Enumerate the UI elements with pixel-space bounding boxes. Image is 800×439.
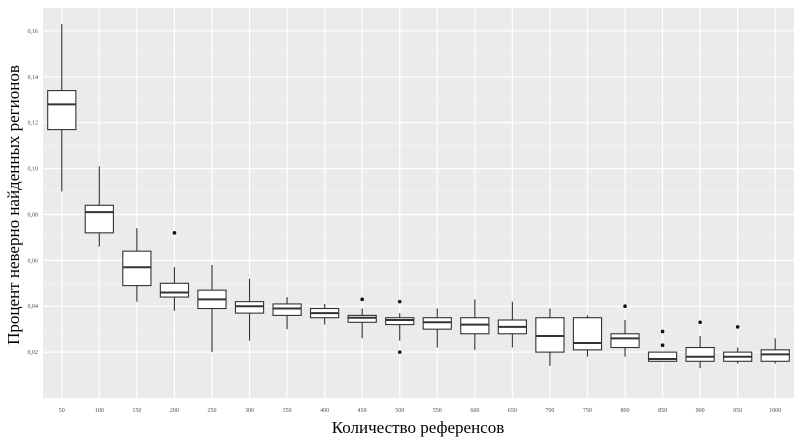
x-tick-label: 600 bbox=[470, 408, 479, 414]
box-group bbox=[723, 325, 753, 364]
box-group bbox=[234, 278, 265, 341]
y-tick-label: 0,04 bbox=[28, 304, 39, 310]
y-tick-label: 0,02 bbox=[28, 350, 39, 356]
box-iqr bbox=[385, 317, 415, 326]
box-iqr bbox=[535, 317, 565, 353]
outlier-point bbox=[735, 325, 740, 329]
y-tick-label: 0,10 bbox=[28, 167, 39, 173]
x-tick-label: 500 bbox=[395, 408, 404, 414]
box-group bbox=[84, 166, 114, 247]
box-iqr bbox=[422, 317, 452, 330]
x-tick-label: 450 bbox=[358, 408, 367, 414]
y-tick-label: 0,14 bbox=[28, 75, 39, 81]
box-group bbox=[535, 308, 565, 366]
x-tick-label: 1000 bbox=[769, 408, 781, 414]
box-iqr bbox=[685, 346, 715, 362]
x-tick-label: 750 bbox=[583, 408, 592, 414]
x-tick-label: 850 bbox=[658, 408, 667, 414]
box-iqr bbox=[572, 317, 603, 351]
x-tick-label: 800 bbox=[621, 408, 630, 414]
box-group bbox=[347, 297, 377, 339]
box-group bbox=[610, 304, 640, 357]
outlier-point bbox=[660, 343, 665, 348]
x-tick-label: 350 bbox=[283, 408, 292, 414]
x-tick-label: 300 bbox=[245, 408, 254, 414]
box-group bbox=[159, 231, 190, 311]
outlier-point bbox=[698, 320, 702, 325]
grid bbox=[43, 8, 794, 398]
outlier-point bbox=[397, 350, 402, 354]
box-iqr bbox=[647, 351, 678, 362]
box-iqr bbox=[84, 204, 114, 234]
outlier-point bbox=[360, 297, 364, 302]
box-marks bbox=[47, 24, 790, 369]
x-tick-label: 150 bbox=[132, 408, 141, 414]
y-axis-title: Процент неверно найденных регионов bbox=[4, 65, 23, 345]
box-group bbox=[309, 303, 340, 325]
box-group bbox=[47, 24, 77, 192]
y-tick-label: 0,06 bbox=[28, 258, 39, 264]
box-group bbox=[685, 320, 715, 369]
outlier-point bbox=[660, 329, 665, 334]
plot-panel bbox=[43, 8, 794, 398]
x-tick-label: 650 bbox=[508, 408, 517, 414]
box-iqr bbox=[272, 303, 302, 316]
outlier-point bbox=[397, 299, 402, 304]
box-group bbox=[760, 338, 790, 364]
x-tick-label: 400 bbox=[320, 408, 329, 414]
box-iqr bbox=[347, 314, 377, 323]
y-tick-label: 0,12 bbox=[28, 121, 39, 127]
y-tick-labels: 0,02 0,04 0,06 0,08 0,10 0,12 0,14 0,16 bbox=[28, 29, 39, 356]
x-tick-label: 100 bbox=[95, 408, 104, 414]
x-tick-label: 250 bbox=[207, 408, 216, 414]
x-tick-label: 900 bbox=[696, 408, 705, 414]
y-tick-label: 0,16 bbox=[28, 29, 39, 35]
box-iqr bbox=[122, 250, 152, 287]
x-tick-label: 550 bbox=[433, 408, 442, 414]
box-group bbox=[272, 297, 302, 330]
x-tick-label: 700 bbox=[545, 408, 554, 414]
x-axis-title: Количество референсов bbox=[332, 418, 505, 437]
box-group bbox=[497, 301, 528, 348]
box-iqr bbox=[47, 90, 77, 131]
box-iqr bbox=[159, 282, 190, 298]
box-iqr bbox=[610, 333, 640, 349]
x-tick-labels: 50 100 150 200 250 300 350 400 450 500 550 600 650 70… bbox=[59, 408, 781, 414]
outlier-point bbox=[623, 304, 627, 309]
box-group bbox=[422, 308, 452, 348]
x-tick-label: 950 bbox=[733, 408, 742, 414]
x-tick-label: 200 bbox=[170, 408, 179, 414]
box-iqr bbox=[760, 349, 790, 362]
outlier-point bbox=[172, 231, 177, 235]
box-group bbox=[385, 299, 415, 354]
box-group bbox=[572, 315, 603, 357]
box-group bbox=[647, 329, 678, 362]
box-group bbox=[197, 264, 227, 353]
box-iqr bbox=[460, 317, 490, 335]
box-group bbox=[460, 299, 490, 350]
y-tick-label: 0,08 bbox=[28, 212, 39, 218]
box-iqr bbox=[234, 301, 265, 314]
x-tick-label: 50 bbox=[59, 408, 65, 414]
box-group bbox=[122, 228, 152, 302]
